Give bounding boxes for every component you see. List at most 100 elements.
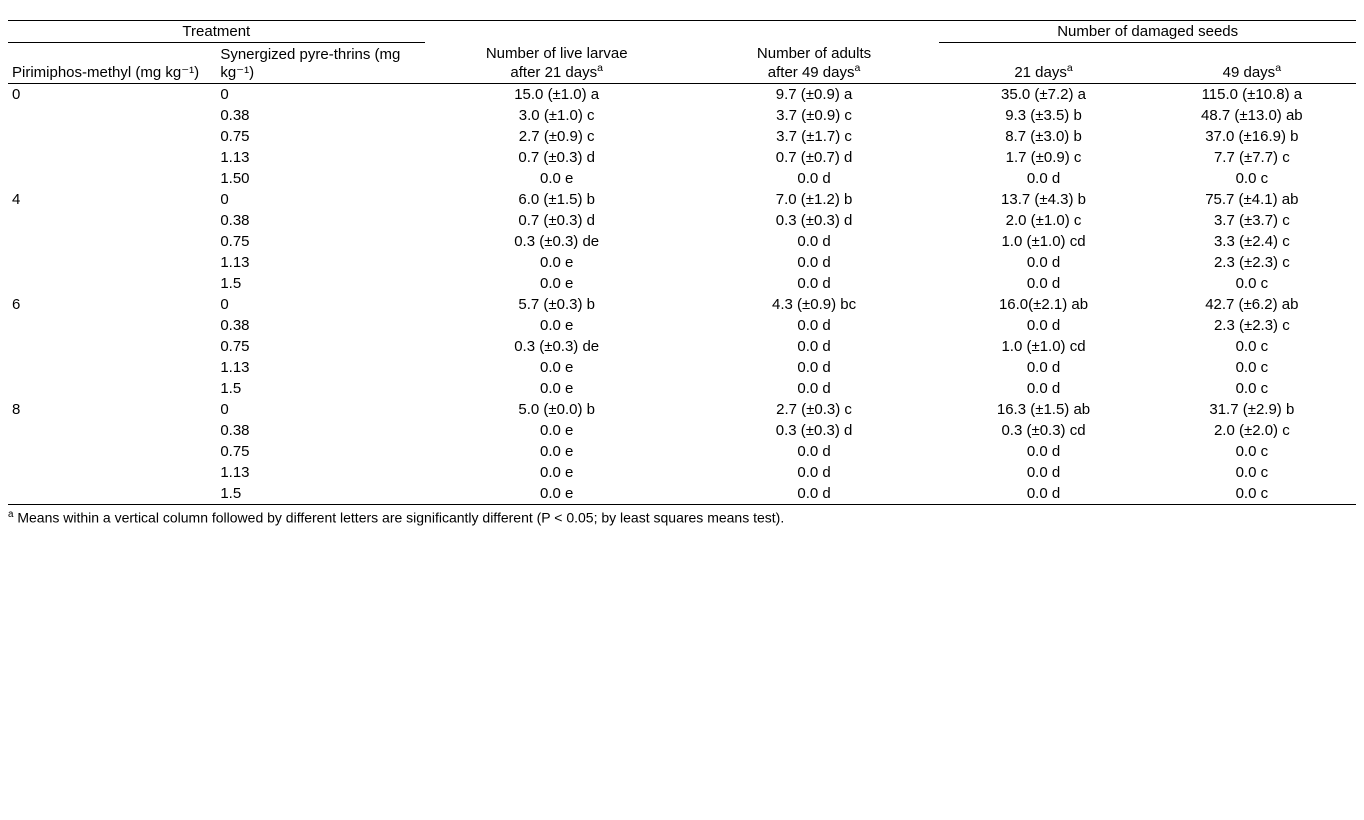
table-cell: 115.0 (±10.8) a [1148,83,1356,105]
table-cell [8,441,216,462]
table-cell: 0.75 [216,231,424,252]
table-row: 0.752.7 (±0.9) c3.7 (±1.7) c8.7 (±3.0) b… [8,126,1356,147]
table-row: 1.130.0 e0.0 d0.0 d0.0 c [8,357,1356,378]
table-cell: 0.0 d [689,378,940,399]
table-cell: 1.5 [216,273,424,294]
table-cell: 0.3 (±0.3) d [689,210,940,231]
table-cell: 2.0 (±2.0) c [1148,420,1356,441]
table-cell: 2.0 (±1.0) c [939,210,1147,231]
table-cell: 0.0 c [1148,441,1356,462]
table-cell: 4 [8,189,216,210]
table-header: Treatment Number of damaged seeds Pirimi… [8,21,1356,84]
table-cell: 75.7 (±4.1) ab [1148,189,1356,210]
col-header-larvae: Number of live larvaeafter 21 daysa [425,43,689,84]
table-row: 1.50.0 e0.0 d0.0 d0.0 c [8,378,1356,399]
col-header-pyrethrins: Synergized pyre-thrins (mg kg⁻¹) [216,43,424,84]
table-cell: 0.0 d [939,483,1147,505]
table-cell [8,336,216,357]
table-cell: 5.7 (±0.3) b [425,294,689,315]
table-cell: 0.0 e [425,462,689,483]
table-cell: 0.38 [216,105,424,126]
table-cell: 0.0 e [425,378,689,399]
table-row: 1.130.0 e0.0 d0.0 d0.0 c [8,462,1356,483]
table-cell: 0.0 d [689,168,940,189]
table-cell [8,420,216,441]
table-cell [8,273,216,294]
table-cell: 0.0 e [425,420,689,441]
table-cell: 1.5 [216,483,424,505]
table-cell: 3.7 (±3.7) c [1148,210,1356,231]
table-cell: 0.0 c [1148,462,1356,483]
table-cell: 1.13 [216,147,424,168]
col-header-49days: 49 daysa [1148,43,1356,84]
table-cell: 1.13 [216,252,424,273]
table-row: 605.7 (±0.3) b4.3 (±0.9) bc16.0(±2.1) ab… [8,294,1356,315]
table-cell: 2.3 (±2.3) c [1148,315,1356,336]
table-cell: 0 [216,189,424,210]
table-cell: 0.0 c [1148,483,1356,505]
table-cell: 2.3 (±2.3) c [1148,252,1356,273]
table-cell: 0 [216,83,424,105]
table-row: 1.500.0 e0.0 d0.0 d0.0 c [8,168,1356,189]
table-cell: 0 [216,294,424,315]
table-cell: 0.0 e [425,315,689,336]
table-cell: 0.0 d [939,462,1147,483]
table-cell: 3.7 (±0.9) c [689,105,940,126]
table-cell: 0.3 (±0.3) d [689,420,940,441]
table-cell: 4.3 (±0.9) bc [689,294,940,315]
table-cell: 9.3 (±3.5) b [939,105,1147,126]
table-row: 805.0 (±0.0) b2.7 (±0.3) c16.3 (±1.5) ab… [8,399,1356,420]
table-cell: 0.0 e [425,168,689,189]
table-row: 0.383.0 (±1.0) c3.7 (±0.9) c9.3 (±3.5) b… [8,105,1356,126]
table-cell [8,378,216,399]
table-cell: 0.3 (±0.3) de [425,231,689,252]
table-cell: 0.3 (±0.3) cd [939,420,1147,441]
table-body: 0015.0 (±1.0) a9.7 (±0.9) a35.0 (±7.2) a… [8,83,1356,504]
table-row: 1.130.0 e0.0 d0.0 d2.3 (±2.3) c [8,252,1356,273]
table-cell: 7.0 (±1.2) b [689,189,940,210]
table-cell: 2.7 (±0.9) c [425,126,689,147]
table-cell: 6.0 (±1.5) b [425,189,689,210]
table-cell [8,126,216,147]
table-cell: 0.0 d [689,483,940,505]
table-cell: 5.0 (±0.0) b [425,399,689,420]
table-row: 0.380.0 e0.3 (±0.3) d0.3 (±0.3) cd2.0 (±… [8,420,1356,441]
col-header-pirimiphos: Pirimiphos-methyl (mg kg⁻¹) [8,43,216,84]
table-row: 0015.0 (±1.0) a9.7 (±0.9) a35.0 (±7.2) a… [8,83,1356,105]
table-cell: 0.0 c [1148,378,1356,399]
table-cell: 0.0 d [689,462,940,483]
table-row: 1.130.7 (±0.3) d0.7 (±0.7) d1.7 (±0.9) c… [8,147,1356,168]
table-cell [8,252,216,273]
table-cell: 1.0 (±1.0) cd [939,336,1147,357]
table-cell: 3.0 (±1.0) c [425,105,689,126]
table-cell: 0.0 d [689,357,940,378]
table-cell: 0.0 d [939,357,1147,378]
table-cell [8,147,216,168]
table-cell: 0.0 d [689,336,940,357]
table-cell: 8.7 (±3.0) b [939,126,1147,147]
table-row: 0.750.3 (±0.3) de0.0 d1.0 (±1.0) cd3.3 (… [8,231,1356,252]
table-cell: 0.38 [216,210,424,231]
table-cell: 1.50 [216,168,424,189]
table-cell: 15.0 (±1.0) a [425,83,689,105]
table-cell: 0.75 [216,336,424,357]
table-cell: 0.0 d [939,168,1147,189]
table-row: 0.380.7 (±0.3) d0.3 (±0.3) d2.0 (±1.0) c… [8,210,1356,231]
table-cell [8,105,216,126]
table-cell: 0.0 c [1148,273,1356,294]
table-cell: 0.7 (±0.3) d [425,147,689,168]
table-cell: 0.0 e [425,357,689,378]
table-cell [8,168,216,189]
table-cell: 0 [8,83,216,105]
damaged-span-header: Number of damaged seeds [939,21,1356,43]
table-cell: 0.7 (±0.3) d [425,210,689,231]
table-cell: 0.0 c [1148,336,1356,357]
table-cell: 0.0 d [939,378,1147,399]
table-row: 0.750.0 e0.0 d0.0 d0.0 c [8,441,1356,462]
table-cell [8,462,216,483]
table-cell: 0.38 [216,315,424,336]
table-cell: 0.0 d [939,252,1147,273]
table-cell: 48.7 (±13.0) ab [1148,105,1356,126]
table-cell [8,483,216,505]
table-cell: 0.0 d [689,441,940,462]
